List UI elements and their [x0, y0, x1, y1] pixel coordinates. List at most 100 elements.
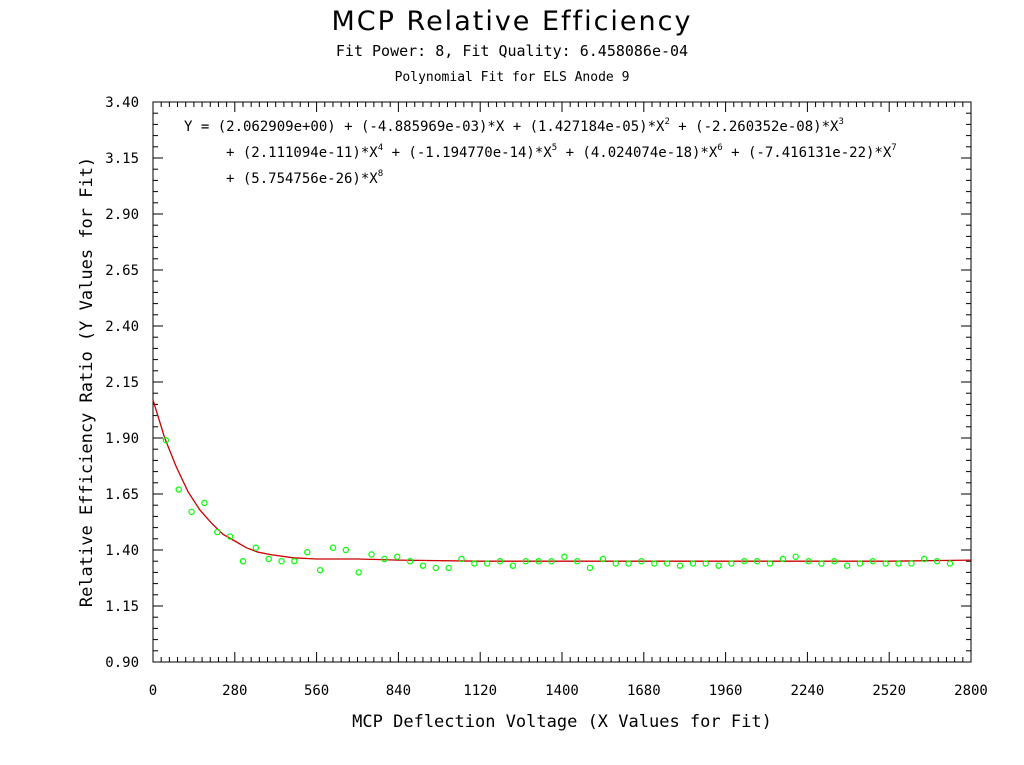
data-point	[638, 558, 645, 565]
data-point	[278, 558, 285, 565]
data-point	[201, 499, 208, 507]
equation-term: + (-1.194770e-14)*X	[383, 145, 552, 161]
data-point	[484, 560, 491, 567]
data-point	[291, 558, 298, 565]
equation-term: + (4.024074e-18)*X	[557, 145, 718, 161]
data-point	[792, 553, 799, 560]
data-point	[432, 564, 439, 572]
chart-subtitle-2: Polynomial Fit for ELS Anode 9	[395, 70, 630, 85]
data-point	[882, 560, 889, 567]
y-axis-label: Relative Efficiency Ratio (Y Values for …	[77, 157, 97, 607]
data-point	[561, 553, 568, 560]
fit-equation-line-1: Y = (2.062909e+00) + (-4.885969e-03)*X +…	[184, 117, 844, 135]
data-point	[445, 564, 452, 572]
data-point	[843, 562, 851, 569]
equation-term: + (-2.260352e-08)*X	[670, 119, 839, 135]
data-point	[831, 558, 838, 565]
data-point	[304, 549, 311, 556]
data-point	[162, 437, 170, 444]
data-point	[599, 555, 607, 563]
data-point	[933, 558, 941, 565]
exponent: 6	[717, 143, 722, 153]
data-point	[753, 558, 761, 565]
chart-subtitle: Fit Power: 8, Fit Quality: 6.458086e-04	[336, 42, 688, 60]
exponent: 8	[378, 169, 383, 179]
data-point	[265, 555, 272, 563]
data-point	[612, 560, 619, 567]
y-tick-label: 3.40	[105, 95, 139, 111]
data-point	[586, 564, 594, 572]
data-point	[381, 555, 388, 563]
data-point	[535, 558, 542, 565]
data-point	[921, 555, 928, 563]
axis-ticks	[152, 101, 972, 663]
data-point	[188, 508, 195, 516]
chart-title: MCP Relative Efficiency	[332, 6, 693, 37]
equation-term: + (-7.416131e-22)*X	[723, 145, 892, 161]
data-point	[458, 555, 465, 563]
data-point	[406, 558, 414, 565]
data-point	[908, 560, 915, 567]
data-point	[316, 566, 324, 574]
y-tick-label: 1.65	[105, 487, 139, 503]
x-tick-label: 1680	[627, 683, 661, 699]
data-point	[869, 558, 877, 565]
x-tick-label: 2240	[791, 683, 825, 699]
y-tick-label: 1.40	[105, 543, 139, 559]
fit-equation-line-3: + (5.754756e-26)*X8​	[226, 169, 383, 187]
y-tick-label: 2.65	[105, 263, 139, 279]
data-point	[818, 560, 825, 567]
y-tick-labels: 0.90 1.15 1.40 1.65 1.90 2.15 2.40 2.65 2.90 3.15…	[105, 95, 139, 671]
x-tick-label: 1400	[545, 683, 579, 699]
data-point	[329, 544, 337, 551]
data-point	[946, 560, 954, 567]
data-point	[496, 558, 504, 565]
data-point	[805, 558, 812, 565]
data-point	[394, 553, 401, 560]
exponent: 3	[838, 117, 843, 127]
equation-term: + (5.754756e-26)*X	[226, 171, 378, 187]
data-point	[766, 560, 774, 567]
data-points-layer	[162, 437, 954, 576]
x-axis-label: MCP Deflection Voltage (X Values for Fit…	[352, 712, 772, 732]
x-tick-label: 2800	[954, 683, 988, 699]
data-point	[728, 560, 735, 567]
data-point	[676, 562, 684, 569]
y-tick-label: 2.40	[105, 319, 139, 335]
data-point	[663, 560, 671, 567]
fit-equation-line-2: + (2.111094e-11)*X4​ + (-1.194770e-14)*X…	[226, 143, 897, 161]
data-point	[509, 562, 517, 569]
data-point	[573, 558, 581, 565]
data-point	[419, 562, 427, 569]
data-point	[715, 562, 722, 569]
y-tick-label: 1.15	[105, 599, 139, 615]
data-point	[895, 560, 902, 567]
data-point	[239, 558, 247, 565]
data-point	[548, 558, 555, 565]
x-tick-label: 560	[304, 683, 329, 699]
y-tick-label: 2.15	[105, 375, 139, 391]
data-point	[368, 551, 375, 558]
data-point	[689, 560, 697, 567]
exponent: 7	[891, 143, 896, 153]
y-tick-label: 3.15	[105, 151, 139, 167]
equation-term: Y = (2.062909e+00) + (-4.885969e-03)*X +…	[184, 119, 665, 135]
data-point	[214, 528, 221, 536]
exponent: 2	[664, 117, 669, 127]
fit-curve	[152, 399, 972, 562]
data-point	[175, 486, 182, 493]
x-tick-labels: 0 280 560 840 1120 1400 1680 1960 2240 2520 2800	[149, 683, 988, 699]
data-point	[342, 546, 350, 554]
data-point	[651, 560, 658, 567]
x-tick-label: 280	[222, 683, 247, 699]
data-point	[471, 560, 478, 567]
data-point	[779, 555, 787, 563]
exponent: 5	[552, 143, 557, 153]
data-point	[741, 558, 748, 565]
data-point	[355, 569, 362, 576]
x-tick-label: 1960	[709, 683, 743, 699]
x-tick-label: 2520	[872, 683, 906, 699]
equation-term: + (2.111094e-11)*X	[226, 145, 378, 161]
fit-curve-layer	[152, 399, 972, 562]
